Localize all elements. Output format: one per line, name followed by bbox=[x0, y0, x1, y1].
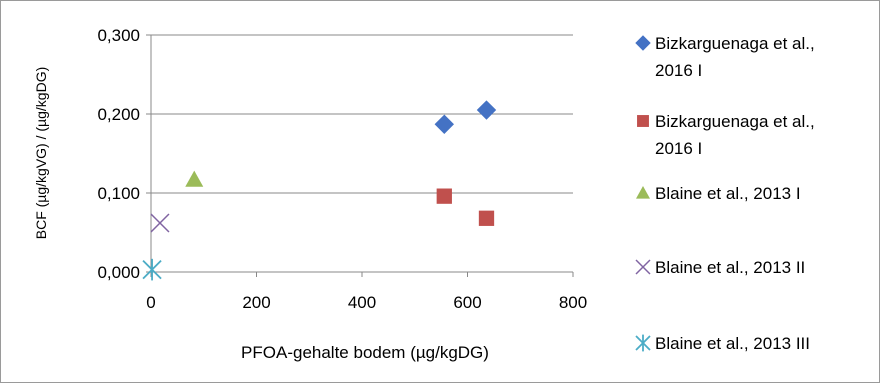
legend-marker-4 bbox=[635, 259, 651, 275]
y-axis-title: BCF (µg/kgVG) / (µg/kgDG) bbox=[33, 67, 49, 240]
x-tick-label: 0 bbox=[146, 293, 155, 312]
legend-label: Blaine et al., 2013 I bbox=[655, 184, 801, 203]
legend-item-1: Bizkarguenaga et al., 2016 I bbox=[635, 34, 815, 80]
x-tick-label: 800 bbox=[559, 293, 587, 312]
legend-item-2: Bizkarguenaga et al., 2016 I bbox=[637, 112, 815, 158]
y-tick-label: 0,300 bbox=[97, 26, 140, 45]
legend-label: Bizkarguenaga et al., bbox=[655, 34, 815, 53]
legend-marker-1 bbox=[635, 35, 651, 51]
legend-item-5: Blaine et al., 2013 III bbox=[635, 334, 810, 353]
legend-label: 2016 I bbox=[655, 61, 702, 80]
x-tick-label: 400 bbox=[348, 293, 376, 312]
grid-layer bbox=[151, 34, 573, 194]
data-point-1-2 bbox=[476, 100, 497, 120]
data-point-1-1 bbox=[434, 114, 454, 134]
data-point-5-1 bbox=[142, 258, 162, 281]
legend-label: Blaine et al., 2013 III bbox=[655, 334, 810, 353]
legend-marker-5 bbox=[635, 334, 651, 352]
y-tick-label: 0,200 bbox=[97, 105, 140, 124]
legend-item-4: Blaine et al., 2013 II bbox=[635, 258, 805, 277]
x-axis-title: PFOA-gehalte bodem (µg/kgDG) bbox=[241, 343, 489, 362]
data-point-2-1 bbox=[436, 188, 452, 204]
marks-layer bbox=[142, 100, 497, 281]
x-tick-label: 200 bbox=[242, 293, 270, 312]
y-tick-label: 0,100 bbox=[97, 184, 140, 203]
axes-layer: 0,000 0,100 0,200 0,300 0 200 400 600 800 bbox=[97, 26, 587, 312]
data-point-2-2 bbox=[478, 210, 495, 226]
legend-label: Bizkarguenaga et al., bbox=[655, 112, 815, 131]
data-point-4-1 bbox=[150, 213, 170, 233]
legend-marker-2 bbox=[637, 115, 649, 127]
y-tick-label: 0,000 bbox=[97, 263, 140, 282]
legend-label: 2016 I bbox=[655, 139, 702, 158]
x-tick-label: 600 bbox=[453, 293, 481, 312]
data-point-3-1 bbox=[185, 170, 204, 187]
legend: Bizkarguenaga et al.,2016 IBizkarguenaga… bbox=[635, 34, 815, 353]
legend-marker-3 bbox=[636, 186, 650, 199]
legend-label: Blaine et al., 2013 II bbox=[655, 258, 805, 277]
legend-item-3: Blaine et al., 2013 I bbox=[636, 184, 801, 203]
